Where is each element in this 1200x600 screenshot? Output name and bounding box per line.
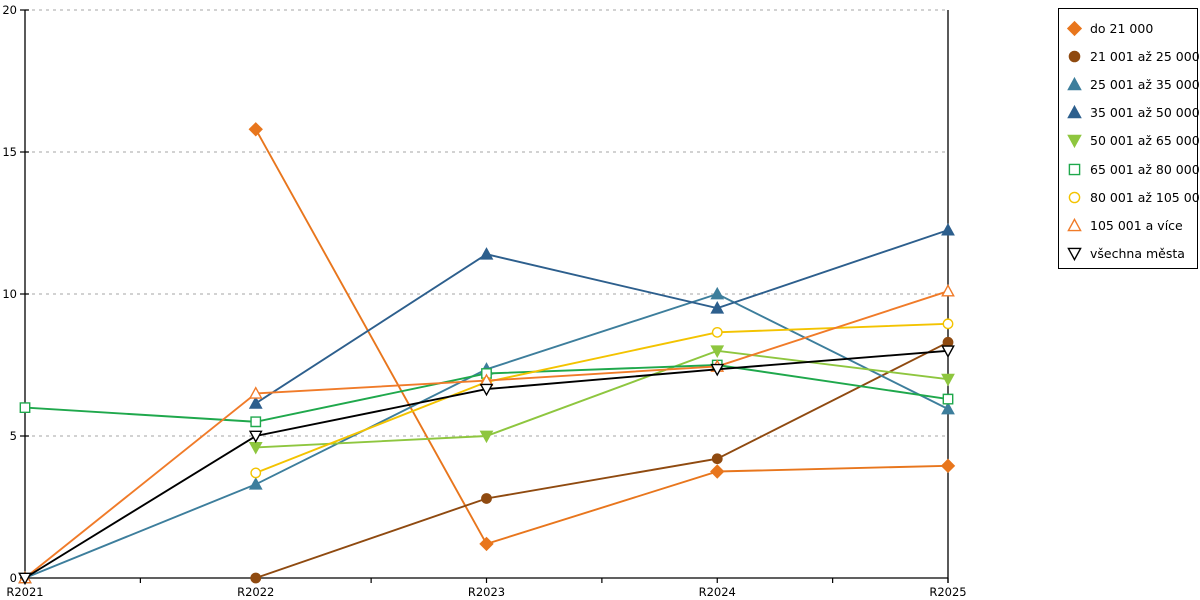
x-tick-label: R2024 [699,585,736,599]
legend-marker-icon [1067,105,1082,119]
series-line [255,341,949,579]
square-marker-icon [1068,163,1081,175]
x-tick-label: R2023 [468,585,505,599]
legend-label: všechna města [1090,246,1185,262]
legend-marker-icon [1068,191,1081,204]
legend-item: 35 001 až 50 000 [1066,99,1200,127]
legend-marker-icon [1068,50,1081,63]
legend-label: do 21 000 [1090,20,1154,36]
data-point-marker [18,572,32,586]
triangle-up-marker-icon [1067,217,1082,232]
legend-item: 105 001 a více [1066,211,1193,239]
legend-marker-icon [1067,135,1082,149]
diamond-marker-icon [1066,20,1083,36]
data-point-marker [941,345,955,358]
data-point-marker [248,386,263,399]
data-point-marker [479,247,494,260]
y-tick-label: 0 [10,571,17,585]
data-point-marker [711,326,723,338]
x-tick-label: R2025 [929,585,966,599]
legend-label: 80 001 až 105 000 [1090,189,1200,205]
data-point-marker [250,572,262,584]
data-point-marker [248,396,263,409]
triangle-up-marker-icon [1067,76,1082,91]
circle-marker-icon [1068,50,1081,63]
data-point-marker [941,401,955,415]
legend-label: 105 001 a více [1090,217,1183,233]
legend-marker-icon [1067,247,1082,262]
circle-marker-icon [1068,191,1081,204]
triangle-up-marker-icon [1067,105,1082,119]
data-point-marker [710,363,725,377]
data-point-marker [941,373,955,387]
series-line [255,229,949,405]
legend-label: 50 001 až 65 000 [1090,133,1200,149]
legend-item: 80 001 až 105 000 [1066,183,1200,211]
series-9 [18,345,955,586]
data-point-marker [941,222,955,236]
data-point-marker [942,393,954,405]
series-7 [250,318,954,479]
series-line [255,349,949,449]
data-point-marker [248,477,263,490]
data-point-marker [479,430,494,444]
data-point-marker [481,493,492,504]
legend-item: 25 001 až 35 000 [1066,70,1200,98]
series-4 [248,222,955,409]
legend-marker-icon [1068,163,1081,175]
data-point-marker [250,416,262,428]
series-line [255,322,949,474]
legend-item: 50 001 až 65 000 [1066,127,1200,155]
data-point-marker [19,402,31,414]
legend: do 21 000 21 001 až 25 000 25 001 až 35 00… [1058,8,1200,269]
data-point-marker [248,122,263,137]
y-tick-label: 15 [2,145,17,159]
data-point-marker [941,284,955,297]
legend-marker-icon [1067,76,1082,91]
legend-item: všechna města [1066,240,1193,268]
legend-label: 35 001 až 50 000 [1090,105,1200,121]
series-2 [250,336,954,584]
legend-label: 21 001 až 25 000 [1090,48,1200,64]
legend-label: 25 001 až 35 000 [1090,76,1200,92]
x-tick-label: R2022 [237,585,274,599]
series-5 [248,345,955,455]
triangle-down-marker-icon [1067,247,1082,262]
data-point-marker [248,430,263,444]
y-tick-label: 20 [2,3,17,17]
legend-label: 65 001 až 80 000 [1090,161,1200,177]
data-point-marker [710,286,725,300]
x-tick-label: R2021 [6,585,43,599]
data-point-marker [711,453,723,465]
data-point-marker [479,383,494,397]
legend-marker-icon [1066,20,1083,36]
legend-item: 65 001 až 80 000 [1066,155,1200,183]
data-point-marker [942,318,954,330]
data-point-marker [479,536,494,552]
data-point-marker [710,345,725,358]
triangle-down-marker-icon [1067,135,1082,149]
data-point-marker [710,301,725,314]
legend-item: 21 001 až 25 000 [1066,42,1200,70]
y-tick-label: 5 [10,429,17,443]
series-line [254,128,949,546]
data-point-marker [940,458,956,474]
legend-item: do 21 000 [1066,14,1193,42]
data-point-marker [250,467,262,479]
y-tick-label: 10 [2,287,17,301]
legend-marker-icon [1067,217,1082,232]
series-1 [248,122,956,552]
line-chart: 0 5 10 15 20 R2021 R2022 R2023 R2024 R2025 [2,3,966,599]
data-point-marker [710,464,725,479]
